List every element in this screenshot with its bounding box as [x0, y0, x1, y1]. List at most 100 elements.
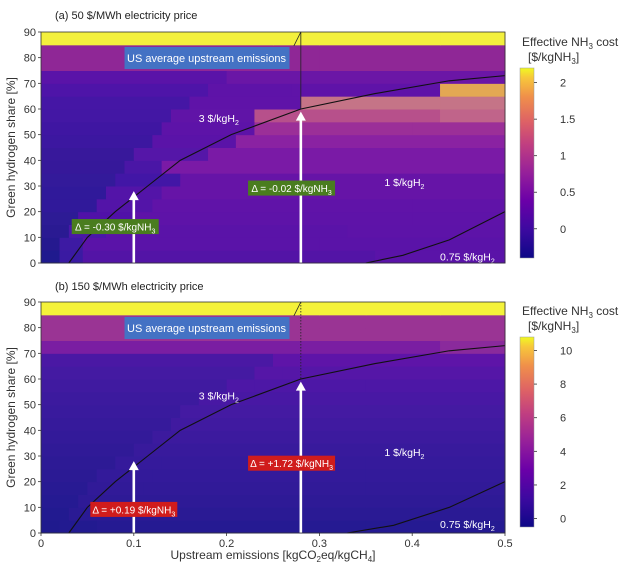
heatmap-cell: [41, 366, 255, 380]
y-tick-label: 20: [24, 207, 36, 219]
colorbar-title-sub: 3: [588, 311, 593, 320]
x-label-part: Upstream emissions [kgCO: [171, 548, 317, 562]
heatmap-cell: [440, 109, 506, 123]
y-tick-label: 0: [30, 258, 36, 270]
y-tick-label: 60: [24, 374, 36, 386]
contour-label-text: 1 $/kgH: [384, 177, 420, 189]
heatmap-cell: [412, 134, 506, 148]
heatmap-cell: [440, 314, 506, 329]
contour-label: 3 $/kgH2: [199, 391, 239, 405]
heatmap-cell: [124, 160, 163, 174]
heatmap-cell: [365, 417, 506, 431]
heatmap-cell: [365, 314, 441, 329]
heatmap-cell: [41, 468, 98, 483]
heatmap-cell: [96, 198, 153, 213]
heatmap-cell: [161, 160, 413, 174]
plot-frame: [40, 301, 506, 534]
colorbar-title: Effective NH3 cost: [522, 304, 619, 320]
delta-arrow-head: [295, 381, 306, 391]
heatmap-cell: [180, 173, 413, 187]
y-tick-label: 40: [24, 425, 36, 437]
heatmap-cell: [365, 443, 506, 457]
heatmap-cell: [133, 494, 367, 508]
heatmap-cell: [254, 366, 283, 380]
heatmap-cell: [440, 70, 506, 84]
heatmap-cell: [189, 96, 302, 110]
heatmap-cell: [115, 507, 367, 521]
heatmap-cell: [41, 443, 135, 457]
colorbar-tick-label: 1.5: [560, 114, 575, 126]
colorbar-unit-part: [$/kgNH: [528, 50, 571, 64]
delta-label-text: Δ = +0.19 $/kgNH: [92, 505, 171, 516]
colorbar-tick-label: 0: [560, 224, 566, 236]
contour-label-text: 0.75 $/kgH: [440, 519, 491, 531]
heatmap-cell: [41, 340, 320, 354]
delta-label-box: [248, 180, 336, 196]
heatmap-cell: [440, 83, 506, 97]
y-axis-label: Green hydrogen share [%]: [4, 77, 18, 218]
heatmap-cell: [133, 211, 413, 225]
heatmap-cell: [143, 481, 367, 495]
heatmap-cell: [273, 353, 302, 367]
heatmap-cell: [365, 302, 441, 316]
heatmap-cell: [41, 404, 181, 418]
heatmap-cell: [105, 224, 348, 238]
heatmap-cell: [440, 96, 506, 110]
heatmap-cell: [412, 198, 506, 213]
heatmap-cell: [82, 250, 376, 264]
delta-label: Δ = +0.19 $/kgNH3: [92, 505, 175, 518]
colorbar-tick-label: 2: [560, 480, 566, 492]
contour-label-text: 1 $/kgH: [384, 447, 420, 459]
heatmap-cell: [180, 443, 367, 457]
panel-b: (b) 150 $/MWh electricity price US averag…: [4, 281, 619, 562]
heatmap-cell: [365, 353, 506, 367]
heatmap-cell: [41, 83, 209, 97]
y-tick-label: 80: [24, 323, 36, 335]
x-tick-label: 0.1: [126, 538, 141, 550]
delta-label-sub: 3: [171, 511, 175, 518]
x-axis-label: Upstream emissions [kgCO2eq/kgCH4]: [171, 548, 376, 562]
heatmap-cell: [440, 57, 506, 71]
heatmap-cell: [87, 481, 144, 495]
y-tick-label: 90: [24, 27, 36, 39]
heatmap-cell: [59, 520, 98, 534]
x-label-sub: 2: [317, 555, 322, 562]
heatmap-cell: [152, 430, 200, 444]
panel-title: (a) 50 $/MWh electricity price: [55, 10, 197, 22]
delta-label-sub: 3: [329, 465, 333, 472]
panel-title: (b) 150 $/MWh electricity price: [55, 281, 204, 293]
contour-label: 3 $/kgH2: [199, 113, 239, 127]
heatmap-cell: [347, 224, 506, 238]
x-tick-label: 0.3: [312, 538, 327, 550]
heatmap-cell: [41, 134, 153, 148]
heatmap-cell: [180, 404, 218, 418]
heatmap-cell: [412, 121, 506, 136]
y-tick-label: 30: [24, 451, 36, 463]
colorbar-tick-label: 0.5: [560, 187, 575, 199]
heatmap-cell: [208, 83, 293, 97]
heatmap-cell: [133, 443, 181, 457]
y-tick-label: 20: [24, 477, 36, 489]
colorbar-tick-label: 4: [560, 446, 566, 458]
heatmap-cell: [217, 404, 367, 418]
contour-label-sub: 2: [421, 184, 425, 191]
contour-label-sub: 2: [491, 526, 495, 533]
heatmap-cell: [133, 147, 209, 161]
y-tick-label: 80: [24, 53, 36, 65]
heatmap-cell: [365, 404, 506, 418]
contour-line: [347, 481, 506, 534]
delta-arrow-head: [128, 461, 139, 471]
heatmap-cell: [319, 302, 367, 316]
heatmap-cell: [152, 468, 367, 483]
heatmap-cell: [41, 379, 228, 393]
y-axis-label: Green hydrogen share [%]: [4, 347, 18, 488]
upstream-label: US average upstream emissions: [127, 323, 286, 335]
y-tick-label: 90: [24, 297, 36, 309]
colorbar-title-sub: 3: [588, 42, 593, 51]
colorbar-tick-label: 0: [560, 514, 566, 526]
heatmap-cell: [41, 520, 61, 534]
heatmap-cell: [96, 468, 153, 483]
heatmap-cell: [41, 430, 153, 444]
heatmap-cell: [41, 70, 228, 84]
heatmap-cell: [59, 237, 84, 251]
